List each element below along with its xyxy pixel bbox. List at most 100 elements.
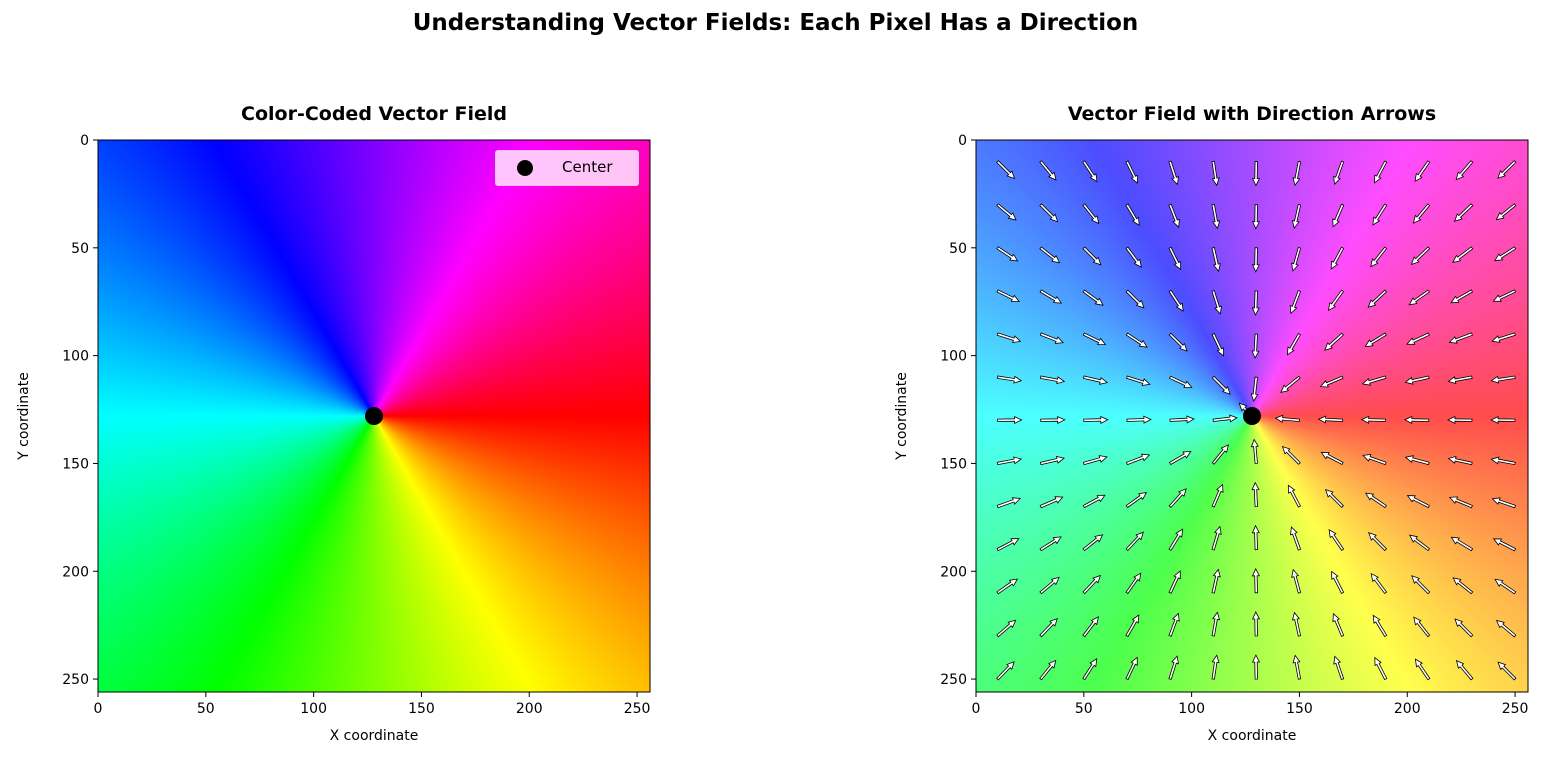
y-tick-label: 150 [940, 456, 967, 472]
direction-arrow [1083, 375, 1109, 385]
direction-arrow [1289, 289, 1302, 315]
direction-arrow [1497, 661, 1517, 681]
x-tick-label: 100 [1178, 701, 1205, 717]
direction-arrow [1291, 203, 1302, 229]
direction-arrow [1286, 332, 1302, 356]
direction-arrow [1491, 497, 1517, 509]
direction-arrow [1126, 415, 1152, 424]
direction-arrow [1364, 332, 1387, 348]
direction-arrow [1125, 572, 1142, 595]
direction-arrow [1291, 611, 1302, 637]
direction-arrow [1125, 289, 1145, 309]
direction-arrow [1412, 203, 1431, 224]
direction-arrow [1125, 332, 1148, 348]
direction-arrow [1168, 332, 1188, 352]
left-plot-title: Color-Coded Vector Field [241, 103, 507, 125]
direction-arrow [1211, 444, 1229, 465]
direction-arrow [1370, 572, 1388, 595]
direction-arrow [1082, 203, 1100, 225]
direction-arrow [1082, 246, 1102, 266]
direction-arrow [1251, 333, 1260, 359]
x-tick-label: 200 [516, 701, 543, 717]
direction-arrow [1211, 375, 1231, 395]
direction-arrow [1319, 375, 1344, 388]
direction-arrow [1362, 454, 1387, 466]
y-tick-label: 150 [62, 456, 89, 472]
direction-arrow [1168, 203, 1180, 228]
direction-arrow [1039, 536, 1062, 552]
direction-arrow [1168, 570, 1181, 594]
direction-arrow [996, 619, 1017, 638]
direction-arrow [996, 538, 1020, 552]
direction-arrow [1039, 496, 1064, 509]
direction-arrow [996, 456, 1023, 466]
y-tick-label: 250 [62, 672, 89, 688]
x-tick-label: 150 [408, 701, 435, 717]
legend-center-label: Center [562, 158, 613, 176]
direction-arrow [1211, 525, 1222, 551]
direction-arrow [1040, 415, 1066, 425]
direction-arrow [1039, 203, 1059, 223]
direction-arrow [1290, 526, 1302, 551]
direction-arrow [1333, 655, 1345, 681]
direction-arrow [1211, 611, 1221, 637]
direction-arrow [996, 578, 1019, 595]
direction-arrow [1211, 654, 1220, 680]
direction-arrow [1251, 567, 1260, 594]
direction-arrow [1317, 415, 1344, 424]
direction-arrow [1082, 658, 1098, 681]
direction-arrow [996, 332, 1022, 343]
direction-arrow [1450, 289, 1474, 304]
direction-arrow [1491, 332, 1516, 343]
direction-arrow [1168, 450, 1192, 466]
x-tick-label: 0 [972, 701, 981, 717]
direction-arrow [1251, 290, 1260, 316]
direction-arrow [1082, 160, 1098, 183]
direction-arrow [1039, 617, 1058, 638]
legend-center-marker [517, 160, 533, 176]
direction-arrow [1280, 375, 1301, 393]
y-tick-label: 250 [940, 672, 967, 688]
direction-arrow [1497, 160, 1517, 179]
direction-arrow [1082, 494, 1106, 509]
direction-arrow [1082, 332, 1107, 346]
direction-arrow [1450, 536, 1474, 552]
direction-arrow [1281, 445, 1301, 465]
direction-arrow [1168, 655, 1179, 680]
direction-arrow [1446, 415, 1473, 425]
direction-arrow [1411, 575, 1431, 595]
direction-arrow [1251, 247, 1260, 273]
direction-arrow [997, 415, 1023, 425]
direction-arrow [1492, 538, 1517, 552]
y-tick-label: 50 [949, 241, 967, 257]
plot-frame [97, 139, 651, 693]
direction-arrow [1039, 455, 1065, 466]
y-tick-label: 0 [958, 133, 967, 149]
direction-arrow [1083, 455, 1108, 466]
direction-arrow [1320, 451, 1344, 466]
direction-arrow [1447, 375, 1473, 385]
direction-arrow [1211, 483, 1224, 508]
direction-arrow [1251, 161, 1261, 187]
direction-arrow [1291, 568, 1302, 594]
direction-arrow [1126, 375, 1151, 386]
direction-arrow [1168, 160, 1179, 186]
y-tick-label: 50 [71, 241, 89, 257]
direction-arrow [1410, 246, 1431, 266]
direction-arrow [1490, 456, 1516, 466]
direction-arrow [1403, 415, 1430, 424]
direction-arrow [1332, 203, 1345, 228]
y-tick-label: 100 [940, 349, 967, 365]
direction-arrow [1125, 160, 1138, 184]
direction-arrow [1211, 160, 1220, 187]
direction-arrow [1039, 289, 1063, 304]
direction-arrow [1168, 488, 1187, 508]
x-tick-label: 200 [1394, 701, 1421, 717]
direction-arrow [1404, 375, 1430, 385]
direction-arrow [1408, 534, 1431, 552]
direction-arrow [1039, 659, 1057, 681]
plot-frame [975, 139, 1529, 693]
direction-arrow [1494, 578, 1517, 595]
direction-arrow [1250, 438, 1259, 464]
